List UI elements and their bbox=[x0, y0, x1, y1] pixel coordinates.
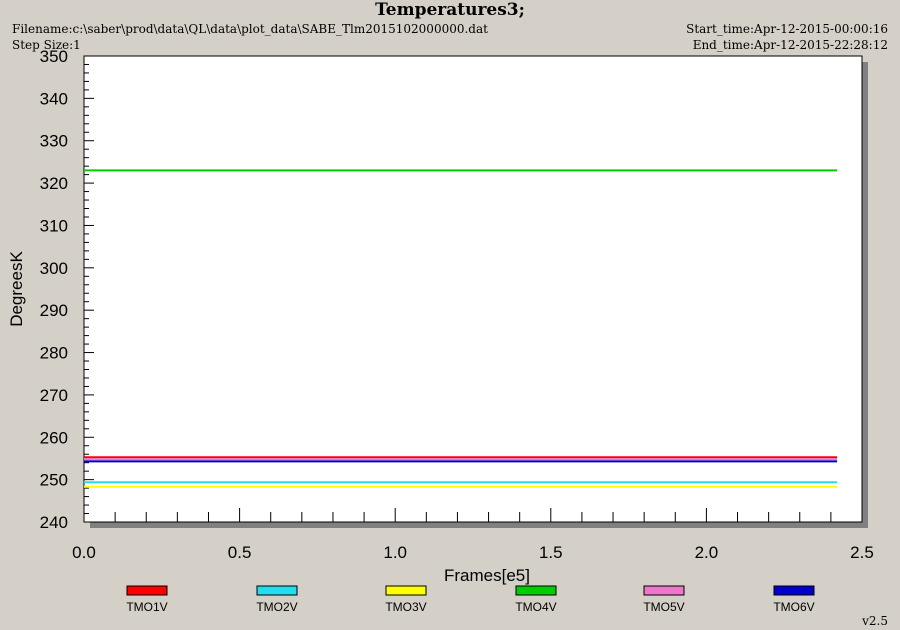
version-label: v2.5 bbox=[862, 614, 888, 628]
x-tick-label: 2.5 bbox=[850, 543, 874, 562]
start-time-label: Start_time:Apr-12-2015-00:00:16 bbox=[686, 22, 888, 36]
y-tick-label: 290 bbox=[40, 301, 68, 320]
y-tick-label: 250 bbox=[40, 471, 68, 490]
y-tick-label: 310 bbox=[40, 216, 68, 235]
legend-swatch-tmo4v bbox=[515, 585, 557, 596]
plot-area bbox=[83, 55, 863, 523]
y-tick-label: 320 bbox=[40, 174, 68, 193]
y-tick-label: 270 bbox=[40, 386, 68, 405]
step-size-label: Step Size:1 bbox=[12, 38, 81, 52]
legend-label-tmo3v: TMO3V bbox=[385, 600, 426, 614]
x-tick-label: 1.5 bbox=[539, 543, 563, 562]
legend-label-tmo2v: TMO2V bbox=[256, 600, 297, 614]
y-tick-label: 240 bbox=[40, 513, 68, 532]
y-tick-label: 280 bbox=[40, 344, 68, 363]
x-tick-label: 0.5 bbox=[228, 543, 252, 562]
legend-swatch-tmo5v bbox=[643, 585, 685, 596]
legend-label-tmo4v: TMO4V bbox=[515, 600, 556, 614]
x-tick-label: 1.0 bbox=[383, 543, 407, 562]
y-tick-label: 340 bbox=[40, 89, 68, 108]
legend-label-tmo5v: TMO5V bbox=[643, 600, 684, 614]
x-tick-label: 0.0 bbox=[72, 543, 96, 562]
legend-label-tmo6v: TMO6V bbox=[773, 600, 814, 614]
legend-swatch-tmo3v bbox=[385, 585, 427, 596]
y-tick-label: 330 bbox=[40, 132, 68, 151]
y-tick-label: 260 bbox=[40, 428, 68, 447]
y-axis-title: DegreesK bbox=[7, 251, 26, 327]
legend-swatch-tmo1v bbox=[126, 585, 168, 596]
filename-label: Filename:c:\saber\prod\data\QL\data\plot… bbox=[12, 22, 488, 36]
legend-swatch-tmo6v bbox=[773, 585, 815, 596]
legend-label-tmo1v: TMO1V bbox=[126, 600, 167, 614]
y-tick-label: 300 bbox=[40, 259, 68, 278]
end-time-label: End_time:Apr-12-2015-22:28:12 bbox=[692, 38, 888, 52]
x-tick-label: 2.0 bbox=[695, 543, 719, 562]
chart-title: Temperatures3; bbox=[375, 0, 525, 20]
y-tick-label: 350 bbox=[40, 47, 68, 66]
legend-swatch-tmo2v bbox=[256, 585, 298, 596]
x-axis-title: Frames[e5] bbox=[444, 566, 530, 585]
